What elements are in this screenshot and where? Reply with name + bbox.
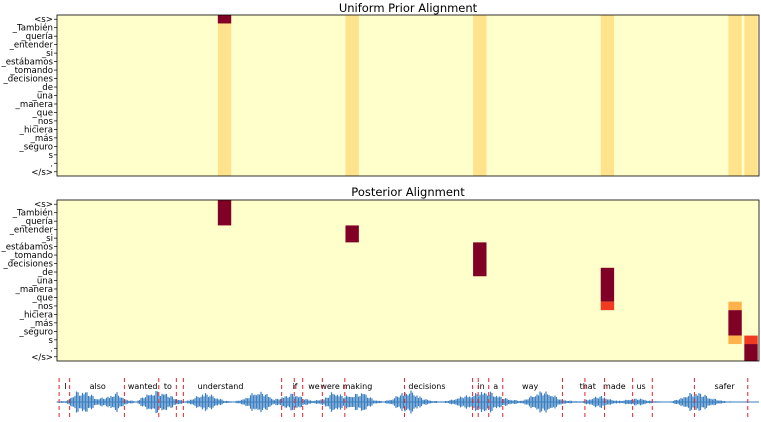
y-tick-label: _de [37, 268, 53, 278]
word-label: way [522, 382, 538, 391]
heatmap-cell [217, 200, 232, 226]
y-tick-label: s [49, 336, 54, 346]
y-tick-label: _más [30, 134, 54, 144]
word-label: I [64, 382, 66, 391]
heatmap-cell [744, 344, 758, 361]
word-label: if [292, 382, 297, 391]
heatmap-cell [728, 335, 742, 345]
y-tick-label: _tomando [9, 251, 53, 261]
y-tick-label: _También [12, 208, 53, 219]
y-tick-label: _que [32, 293, 54, 303]
y-tick-label: _seguro [18, 327, 53, 337]
word-label: safer [715, 382, 736, 391]
y-tick-label: _nos [33, 302, 54, 312]
heatmap-cell [345, 225, 359, 243]
heatmap-background [57, 200, 759, 361]
y-tick-label: _una [32, 92, 53, 102]
y-tick-label: _si [41, 234, 53, 244]
posterior-y-axis: <s>_También_quería_entender_si_estábamos… [0, 200, 57, 363]
y-tick-label: . [50, 159, 53, 169]
word-label: we [308, 382, 320, 391]
y-tick-label: _estábamos [0, 58, 53, 68]
y-tick-label: _quería [20, 217, 53, 227]
heatmap-cell [600, 15, 615, 176]
audio-waveform [56, 390, 759, 414]
y-tick-label: _más [30, 319, 54, 329]
word-label: decisions [408, 382, 445, 391]
y-tick-label: s [49, 151, 54, 161]
heatmap-cell [728, 301, 742, 311]
heatmap-background [57, 15, 759, 176]
y-tick-label: _de [37, 83, 53, 93]
heatmap-cell [744, 15, 758, 176]
word-label: in [477, 382, 484, 391]
heatmap-cell [345, 15, 359, 176]
word-label: us [636, 382, 645, 391]
heatmap-cell [728, 15, 742, 176]
word-label: to [164, 382, 172, 391]
y-tick-label: _hiciera [19, 125, 53, 135]
y-tick-label: _manera [15, 285, 53, 295]
uniform-prior-y-axis: <s>_También_quería_entender_si_estábamos… [0, 15, 57, 178]
uniform-prior-alignment-panel: Uniform Prior Alignment <s>_También_quer… [0, 1, 760, 178]
uniform-prior-frame [56, 14, 760, 177]
y-tick-label: _una [32, 277, 53, 287]
y-tick-label: _decisiones [3, 260, 54, 270]
uniform-prior-title: Uniform Prior Alignment [339, 1, 478, 15]
y-tick-label: _quería [20, 32, 53, 42]
word-label: wanted [128, 382, 158, 391]
posterior-frame [56, 199, 760, 362]
y-tick-label: . [50, 344, 53, 354]
y-tick-label: _hiciera [19, 310, 53, 320]
y-tick-label: _que [32, 108, 54, 118]
y-tick-label: </s> [31, 353, 53, 363]
word-label: that [580, 382, 596, 391]
posterior-alignment-panel: Posterior Alignment <s>_También_quería_e… [0, 185, 760, 363]
y-tick-label: <s> [34, 15, 53, 25]
word-label: made [603, 382, 626, 391]
heatmap-cell [600, 267, 615, 302]
y-tick-label: _decisiones [3, 75, 54, 85]
y-tick-label: _estábamos [0, 243, 53, 253]
y-tick-label: _nos [33, 117, 54, 127]
posterior-title: Posterior Alignment [351, 185, 465, 199]
y-tick-label: _manera [15, 100, 53, 110]
uniform-prior-heatmap [57, 15, 759, 177]
y-tick-label: _entender [9, 41, 54, 51]
word-label: also [90, 382, 106, 391]
heatmap-cell [600, 301, 615, 311]
y-tick-label: _tomando [9, 66, 53, 76]
y-tick-label: _entender [9, 226, 54, 236]
y-tick-label: </s> [31, 168, 53, 178]
heatmap-cell [728, 310, 742, 336]
word-label: understand [198, 382, 244, 391]
y-tick-label: <s> [34, 200, 53, 210]
heatmap-cell [473, 242, 487, 277]
heatmap-cell [744, 335, 758, 345]
word-label: were [320, 382, 340, 391]
heatmap-cell [217, 15, 232, 24]
posterior-heatmap [57, 200, 759, 361]
word-label: making [343, 382, 373, 391]
y-tick-label: _si [41, 49, 53, 59]
heatmap-cell [217, 23, 232, 177]
word-label: a [493, 382, 498, 391]
y-tick-label: _seguro [18, 142, 53, 152]
y-tick-label: _También [12, 23, 53, 34]
heatmap-cell [473, 15, 487, 176]
